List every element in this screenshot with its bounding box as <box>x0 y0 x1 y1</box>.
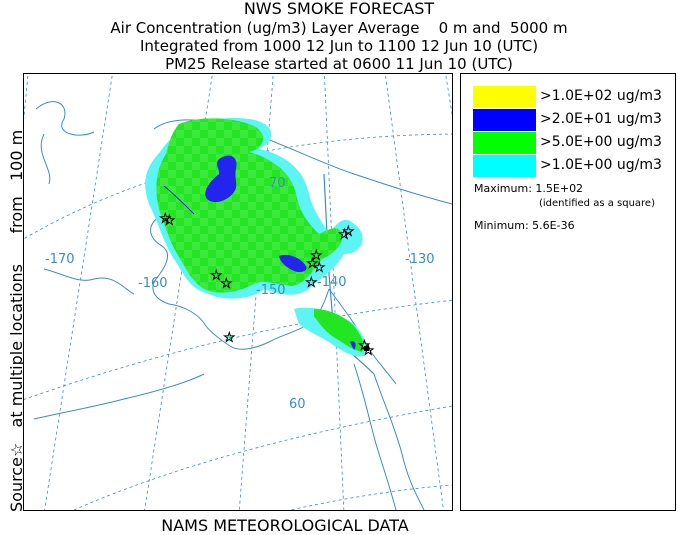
legend-label: >2.0E+01 ug/m3 <box>540 111 662 127</box>
source-star-icon: ☆ <box>305 275 318 291</box>
source-star-icon: ☆ <box>223 330 236 346</box>
smoke-map: ☆ ☆ ☆ ☆ ☆ ☆ ☆ ☆ ☆ ☆ ☆ ☆ ☆ -170 -160 -150… <box>24 74 452 510</box>
legend-swatch-green <box>473 132 536 154</box>
source-star-icon: ☆ <box>310 248 323 264</box>
latitude-line-55 <box>288 484 452 510</box>
lon-label-160: -160 <box>138 276 168 291</box>
graticule-labels: -170 -160 -150 -140 -130 70 60 <box>45 176 435 412</box>
maximum-value: Maximum: 1.5E+02 <box>474 182 584 195</box>
longitude-line-170 <box>44 74 113 510</box>
latitude-line-60 <box>73 405 452 510</box>
lon-label-130: -130 <box>405 252 435 267</box>
legend-label: >1.0E+00 ug/m3 <box>540 157 662 173</box>
graticule <box>24 74 452 510</box>
lon-label-170: -170 <box>45 252 75 267</box>
source-star-icon: ☆ <box>220 276 233 292</box>
source-star-icon: ☆ <box>210 268 223 284</box>
legend-panel: >1.0E+02 ug/m3 >2.0E+01 ug/m3 >5.0E+00 u… <box>460 73 676 511</box>
lat-label-60: 60 <box>289 397 306 412</box>
longitude-line-120 <box>445 74 452 117</box>
plume-grid-overlay <box>156 118 343 293</box>
forecast-title: NWS SMOKE FORECAST <box>243 0 435 18</box>
legend-swatch-blue <box>473 109 536 131</box>
maximum-note: (identified as a square) <box>539 198 655 209</box>
legend-label: >1.0E+02 ug/m3 <box>540 88 662 104</box>
lon-label-150: -150 <box>256 283 286 298</box>
longitude-line-130 <box>384 74 444 510</box>
longitude-line-160 <box>144 74 213 510</box>
source-star-icon: ☆ <box>342 224 355 240</box>
latitude-line-65 <box>24 299 452 400</box>
source-star-icon: ☆ <box>306 256 319 272</box>
lat-label-70: 70 <box>269 176 286 191</box>
map-panel: ☆ ☆ ☆ ☆ ☆ ☆ ☆ ☆ ☆ ☆ ☆ ☆ ☆ -170 -160 -150… <box>23 73 453 511</box>
forecast-subtitle-concentration: Air Concentration (ug/m3) Layer Average … <box>110 19 568 37</box>
legend-swatch-yellow <box>473 86 536 108</box>
source-star-icon: ☆ <box>338 227 351 243</box>
legend-label: >5.0E+00 ug/m3 <box>540 134 662 150</box>
forecast-subtitle-release: PM25 Release started at 0600 11 Jun 10 (… <box>165 55 513 73</box>
latitude-line-70 <box>24 133 452 240</box>
meteorological-data-label: NAMS METEOROLOGICAL DATA <box>161 516 409 535</box>
lon-label-140: -140 <box>317 275 347 290</box>
source-star-icon: ☆ <box>163 213 176 229</box>
legend-swatch-cyan <box>473 155 536 177</box>
smoke-plume-blue <box>205 155 356 350</box>
minimum-value: Minimum: 5.6E-36 <box>474 219 575 232</box>
longitude-line-140 <box>324 74 345 510</box>
source-star-icon: ☆ <box>159 211 172 227</box>
source-star-icon: ☆ <box>313 260 326 276</box>
plume-edge-line <box>163 185 195 215</box>
forecast-subtitle-integration: Integrated from 1000 12 Jun to 1100 12 J… <box>139 37 539 55</box>
maximum-square-marker <box>364 346 369 351</box>
source-markers: ☆ ☆ ☆ ☆ ☆ ☆ ☆ ☆ ☆ ☆ ☆ ☆ ☆ <box>159 211 375 360</box>
longitude-line-180 <box>24 74 29 121</box>
